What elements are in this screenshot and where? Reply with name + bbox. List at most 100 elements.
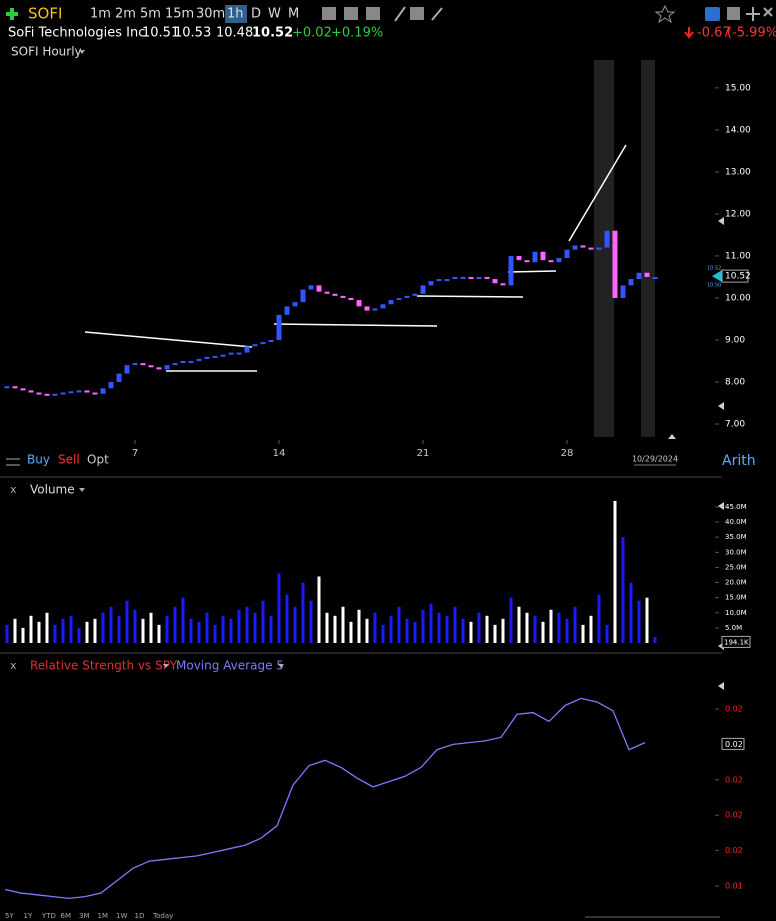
interval-button[interactable]: W — [268, 7, 281, 22]
volume-bar — [573, 606, 577, 643]
add-icon[interactable] — [6, 8, 18, 20]
volume-bar — [413, 621, 417, 643]
favorite-icon[interactable] — [654, 4, 676, 24]
candle — [60, 392, 66, 395]
tool-icon[interactable] — [366, 7, 380, 20]
interval-button[interactable]: 30m — [196, 7, 225, 22]
y-tick-label: 45.0M — [725, 503, 747, 511]
tool-icon[interactable] — [410, 7, 424, 20]
candle — [100, 388, 106, 394]
candle — [132, 363, 138, 366]
last-value-label: 0.02 — [725, 740, 743, 749]
range-button[interactable]: 6M — [61, 912, 72, 920]
volume-bar — [189, 618, 193, 643]
candle — [492, 279, 498, 284]
close-pane[interactable]: x — [10, 483, 17, 496]
volume-bar — [525, 612, 529, 643]
marker — [718, 502, 724, 510]
interval-button[interactable]: 2m — [115, 7, 136, 22]
volume-bar — [557, 612, 561, 643]
interval-button[interactable]: 15m — [165, 7, 194, 22]
volume-bar — [253, 612, 257, 643]
volume-bar — [157, 624, 161, 643]
volume-bar — [461, 618, 465, 643]
candle — [364, 306, 370, 311]
volume-bar — [501, 618, 505, 643]
interval-button[interactable]: 1m — [90, 7, 111, 22]
candle — [4, 386, 10, 389]
candle — [292, 302, 298, 307]
dropdown[interactable] — [79, 488, 85, 492]
y-tick-label: 25.0M — [725, 563, 747, 571]
candle — [548, 260, 554, 263]
candle — [196, 358, 202, 361]
volume-bar — [541, 621, 545, 643]
volume-bar — [93, 618, 97, 643]
tool-icon[interactable] — [322, 7, 336, 20]
high: 10.53 — [174, 26, 211, 41]
share-icon[interactable] — [431, 7, 443, 21]
candle — [236, 352, 242, 355]
last-price-box — [721, 269, 749, 283]
volume-bar — [581, 624, 585, 643]
y-tick-label: 13.00 — [725, 167, 751, 177]
candle — [476, 276, 482, 280]
last-value-label: 194.1K — [724, 638, 749, 646]
window-icon[interactable] — [727, 7, 740, 20]
range-button[interactable]: 1W — [116, 912, 127, 920]
candle — [308, 285, 314, 290]
y-tick-label: 0.02 — [725, 705, 743, 714]
range-button[interactable]: 1D — [135, 912, 145, 920]
trade-button[interactable]: Sell — [58, 453, 80, 467]
trade-button[interactable]: Buy — [27, 453, 50, 467]
scroll-markers — [668, 217, 724, 690]
range-button[interactable]: 1M — [98, 912, 109, 920]
candle — [500, 283, 506, 286]
draw-icon[interactable] — [394, 6, 406, 22]
move-icon[interactable] — [746, 7, 760, 21]
symbol[interactable]: SOFI — [28, 5, 62, 23]
candle — [276, 314, 282, 340]
company-name: SoFi Technologies Inc — [8, 26, 145, 41]
volume-bar — [509, 597, 513, 643]
range-button[interactable]: YTD — [41, 912, 56, 920]
candle — [380, 304, 386, 309]
volume-bar — [205, 612, 209, 643]
close-pane[interactable]: x — [10, 659, 17, 672]
candle — [612, 230, 618, 298]
candle — [204, 356, 210, 359]
interval-button[interactable]: 5m — [140, 7, 161, 22]
close-icon[interactable] — [763, 7, 773, 17]
range-button[interactable]: 3M — [79, 912, 90, 920]
tool-icon[interactable] — [344, 7, 358, 20]
legend-entry: Moving Average 5 — [176, 659, 284, 673]
x-tick-label: 28 — [561, 448, 574, 459]
y-tick-label: 0.02 — [725, 775, 743, 784]
volume-bar — [357, 609, 361, 643]
candle — [324, 291, 330, 294]
range-button[interactable]: Today — [152, 912, 173, 920]
y-tick-label: 5.0M — [725, 624, 742, 632]
trade-button[interactable]: Opt — [87, 453, 109, 467]
day-change-pct: (-5.99%) — [727, 26, 776, 41]
volume-bar — [637, 600, 641, 643]
range-button[interactable]: 5Y — [5, 912, 14, 920]
candle — [636, 272, 642, 280]
candle — [540, 251, 546, 261]
range-button[interactable]: 1Y — [24, 912, 33, 920]
volume-bar — [629, 582, 633, 643]
candle — [164, 365, 170, 370]
interval-button[interactable]: 1h — [227, 7, 244, 22]
dropdown[interactable] — [278, 664, 284, 668]
scale-mode[interactable]: Arith — [722, 453, 756, 469]
s-icon[interactable] — [705, 7, 720, 21]
dropdown[interactable] — [163, 664, 169, 668]
y-tick-label: 20.0M — [725, 579, 747, 587]
chart-title[interactable]: SOFI Hourly — [11, 45, 82, 59]
session-shade — [594, 60, 614, 437]
interval-button[interactable]: M — [288, 7, 299, 22]
candle — [12, 386, 18, 389]
dropdown[interactable] — [79, 50, 85, 54]
interval-button[interactable]: D — [251, 7, 261, 22]
